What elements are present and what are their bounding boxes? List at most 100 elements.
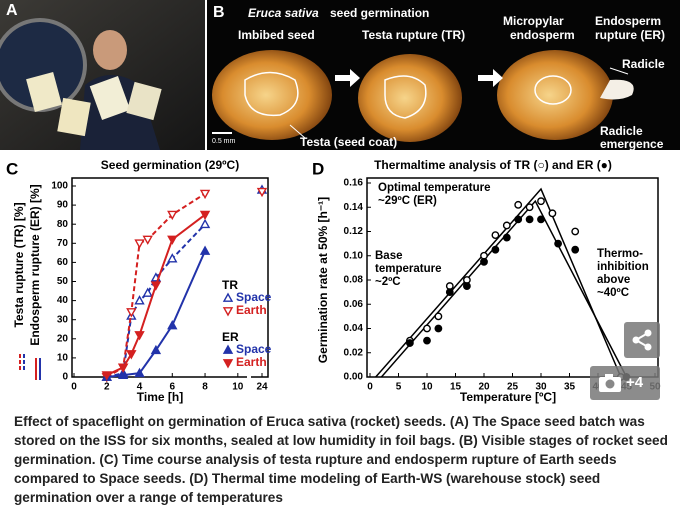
fit-line [380,199,628,378]
legend-marker [222,344,234,354]
data-point [142,235,153,245]
y-tick-label: 90 [57,200,69,211]
x-tick-label: 30 [535,382,547,393]
seed-bag [126,81,162,121]
seed-bag [89,75,131,121]
annotation: ~29ºC (ER) [378,195,437,207]
scale-label: 0.5 mm [212,138,236,145]
x-tick-label: 4 [137,382,143,393]
x-axis-label: Temperature [ºC] [460,390,556,404]
legend-label: Earth [236,355,267,369]
y-tick-label: 20 [57,333,69,344]
legend-label: Space [236,290,272,304]
stage-label: Testa rupture (TR) [362,28,465,42]
data-point [571,245,580,254]
x-tick-label: 24 [256,382,268,393]
y-tick-label: 0.06 [344,299,364,310]
data-point [491,231,500,240]
data-point [491,245,500,254]
x-tick-label: 0 [367,382,373,393]
data-point [548,209,557,218]
plot-frame [71,177,269,378]
legend-title: TR [222,278,238,292]
legend-marker [222,307,234,317]
data-point [434,312,443,321]
y-tick-label: 40 [57,295,69,306]
data-point [434,324,443,333]
annotation: ~40ºC [597,287,629,299]
stage-label: Testa (seed coat) [300,135,397,149]
legend-title: ER [222,330,239,344]
data-point [462,282,471,290]
annotation: above [597,274,630,286]
y-axis-label: Testa rupture (TR) [%] [12,202,26,327]
y-axis-label: Germination rate at 50% [h⁻¹] [316,197,330,363]
annotation: inhibition [597,261,649,273]
stage-label: Imbibed seed [238,28,315,42]
panel-label: C [6,159,18,178]
data-point [167,235,178,245]
legend-label: Earth [236,303,267,317]
data-point [525,203,534,212]
data-point [199,210,211,221]
figure: A B Eruca sativa seed germination Imbibe… [0,0,680,404]
data-point [554,239,562,248]
stage-label: Endosperm [595,14,661,28]
panel-title: seed germination [330,6,429,20]
data-point [126,308,137,318]
radicle [600,79,634,100]
data-point [423,324,431,333]
data-point [150,344,162,355]
annotation: Optimal temperature [378,182,490,194]
x-axis-label: Time [h] [137,390,183,404]
x-tick-label: 0 [71,382,77,393]
testa-outline [244,71,299,117]
share-button[interactable] [624,322,660,358]
data-point [405,339,414,347]
data-point [480,257,488,266]
panel-label: D [312,159,324,178]
legend-label: Space [236,342,272,356]
annotation: Thermo- [597,248,643,260]
y-tick-label: 80 [57,219,69,230]
pointer [289,124,306,139]
data-point [502,233,511,242]
testa-outline [384,75,427,119]
annotation: Base [375,250,403,262]
stage-label: endosperm [510,28,575,42]
y-tick-label: 10 [57,353,69,364]
x-tick-label: 2 [104,382,110,393]
x-tick-label: 5 [396,382,402,393]
data-point [150,281,162,291]
data-point [525,215,534,224]
stage-label: Radicle [600,124,643,138]
data-point [134,331,145,341]
data-point [256,187,268,198]
data-point [117,363,129,373]
pointer [609,67,629,75]
annotation: temperature [375,263,441,275]
data-point [134,295,145,305]
y-tick-label: 0.04 [344,323,364,334]
data-point [126,350,137,360]
panel-label: B [213,4,225,21]
data-point [167,253,178,263]
annotation: ~2ºC [375,276,401,288]
data-point [117,369,129,379]
gallery-count: +4 [626,374,644,391]
x-tick-label: 8 [202,382,208,393]
astronaut-head [93,30,127,70]
data-point [199,245,211,255]
y-tick-label: 0.02 [344,347,364,358]
species: Eruca sativa [248,6,319,20]
seed-bag [26,71,62,113]
y-tick-label: 0.16 [344,178,364,189]
data-point [134,367,145,378]
gallery-button[interactable]: +4 [590,366,660,400]
chart-title: Seed germination (29ºC) [101,158,239,172]
y-tick-label: 0.08 [344,275,364,286]
legend-marker [222,292,234,302]
caption: Effect of spaceflight on germination of … [14,414,668,505]
x-tick-label: 25 [507,382,519,393]
